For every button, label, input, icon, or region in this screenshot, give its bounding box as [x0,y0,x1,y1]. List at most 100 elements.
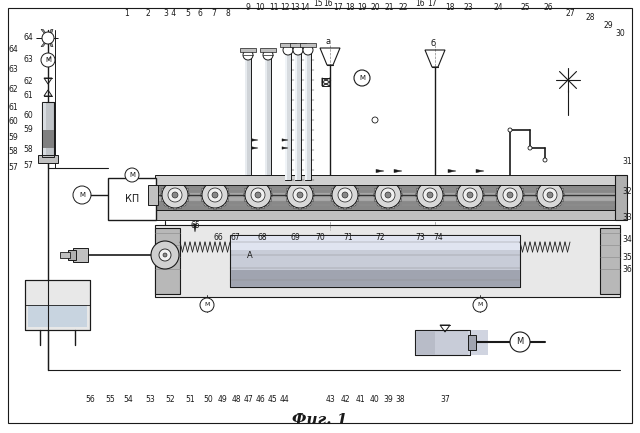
Text: 65: 65 [190,220,200,229]
Bar [38,155,58,163]
Text: 66: 66 [213,233,223,242]
Polygon shape [448,169,456,173]
Polygon shape [476,169,484,173]
Text: 69: 69 [290,233,300,242]
Bar [295,50,301,180]
Text: 17: 17 [333,3,343,13]
Text: 12: 12 [280,3,290,13]
Circle shape [182,202,186,206]
Circle shape [201,198,205,202]
Circle shape [440,188,444,192]
Circle shape [428,206,432,210]
Circle shape [423,205,427,209]
Bar [60,252,70,258]
Text: 62: 62 [23,78,33,87]
Bar [155,228,180,294]
Circle shape [539,202,543,206]
Circle shape [495,193,499,197]
Text: 60: 60 [8,117,18,126]
Text: 37: 37 [440,395,450,404]
Circle shape [503,181,507,185]
Text: 18: 18 [445,3,455,13]
Circle shape [456,188,460,192]
Text: 67: 67 [230,233,240,242]
Circle shape [480,188,484,192]
Circle shape [163,253,167,257]
Text: 2: 2 [146,9,150,17]
Bar [155,183,620,211]
Circle shape [289,202,292,206]
Text: 9: 9 [246,3,250,13]
Text: A: A [247,251,253,259]
Circle shape [508,128,512,132]
Circle shape [353,202,356,206]
Circle shape [334,184,338,187]
Bar [468,330,488,355]
Circle shape [263,50,273,60]
Circle shape [543,188,557,202]
Circle shape [222,184,226,187]
Text: 70: 70 [315,233,325,242]
Bar [155,175,620,185]
Circle shape [252,205,255,209]
Circle shape [416,188,420,192]
Circle shape [243,50,253,60]
Text: 25: 25 [520,3,530,13]
Circle shape [307,184,311,187]
Circle shape [499,202,502,206]
Circle shape [255,192,261,198]
Polygon shape [376,169,384,173]
Circle shape [261,181,265,185]
Text: 27: 27 [565,9,575,17]
Circle shape [553,181,557,185]
Text: 73: 73 [415,233,425,242]
Text: 15: 15 [313,0,323,9]
Circle shape [503,205,507,209]
Circle shape [208,205,212,209]
Circle shape [481,193,485,197]
Bar [468,335,476,350]
Bar [155,183,620,193]
Text: 36: 36 [622,265,632,275]
Text: 58: 58 [23,145,33,155]
Circle shape [468,206,472,210]
Circle shape [510,332,530,352]
Text: 32: 32 [622,187,632,197]
Text: 35: 35 [622,253,632,262]
Circle shape [73,186,91,204]
Text: 56: 56 [85,395,95,404]
Text: 59: 59 [23,126,33,135]
Text: 53: 53 [145,395,155,404]
Circle shape [303,205,307,209]
Text: M: M [79,192,85,198]
Circle shape [543,181,547,185]
Bar [155,201,620,211]
Circle shape [160,193,164,197]
Circle shape [213,180,217,184]
Bar [600,228,620,294]
Circle shape [548,206,552,210]
Text: 50: 50 [203,395,213,404]
Circle shape [381,188,395,202]
Circle shape [423,188,437,202]
Bar [230,235,520,287]
Bar [148,185,158,205]
Circle shape [218,181,222,185]
Circle shape [283,45,293,55]
Circle shape [307,202,311,206]
Circle shape [331,188,335,192]
Bar [280,43,296,47]
Circle shape [437,184,441,187]
Text: 46: 46 [255,395,265,404]
Polygon shape [41,38,50,47]
Text: M: M [516,337,524,346]
Text: 61: 61 [23,90,33,100]
Circle shape [343,180,347,184]
Circle shape [293,181,297,185]
Text: 44: 44 [279,395,289,404]
Circle shape [225,188,229,192]
Polygon shape [282,139,288,141]
Circle shape [507,192,513,198]
Polygon shape [48,29,53,38]
Circle shape [226,193,230,197]
